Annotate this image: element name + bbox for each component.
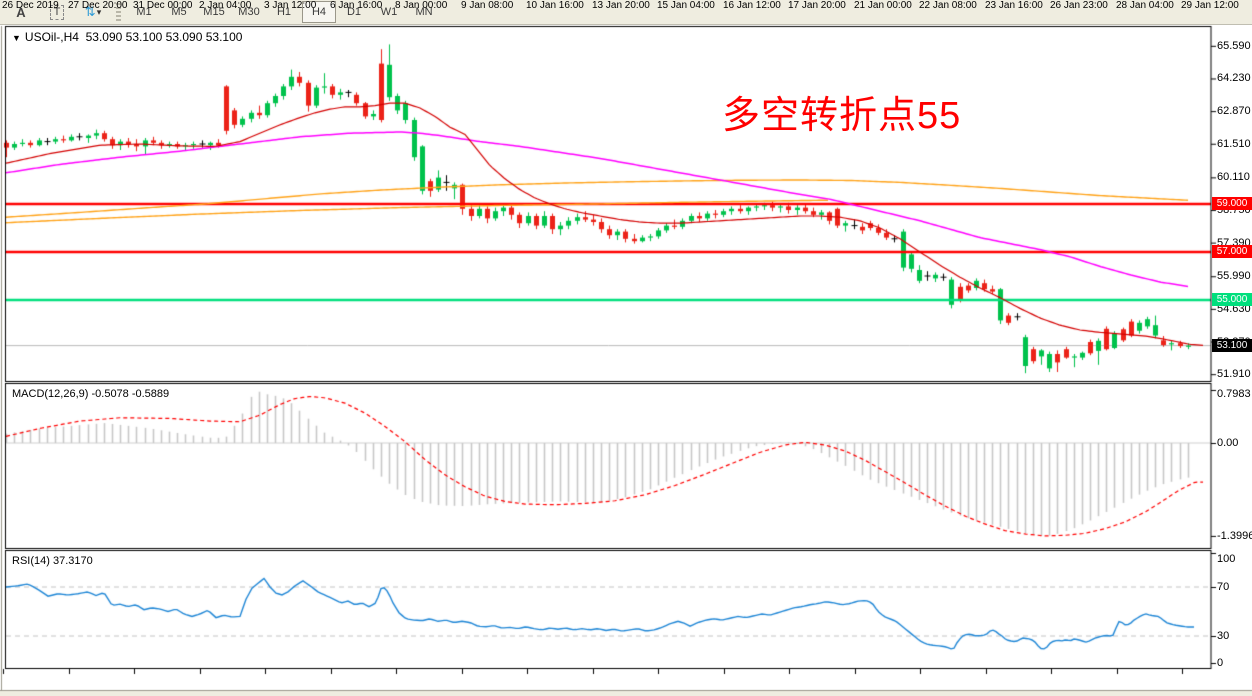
macd-values: -0.5078 -0.5889 <box>91 388 170 400</box>
rsi-axis-tick: 70 <box>1217 581 1230 593</box>
price-axis-tick: 61.510 <box>1217 137 1251 150</box>
rsi-label: RSI(14) <box>12 555 50 567</box>
time-axis-label: 10 Jan 16:00 <box>526 0 584 11</box>
time-axis-label: 29 Jan 12:00 <box>1181 0 1239 11</box>
chart-title: ▼ USOil-,H4 53.090 53.100 53.090 53.100 <box>12 30 242 44</box>
rsi-indicator-label: RSI(14) 37.3170 <box>12 555 93 567</box>
time-axis-label: 27 Dec 20:00 <box>68 0 128 11</box>
time-axis-label: 3 Jan 12:00 <box>264 0 317 11</box>
time-axis-label: 26 Jan 23:00 <box>1050 0 1108 11</box>
chart-annotation-text[interactable]: 多空转折点55 <box>722 95 962 137</box>
time-axis-label: 2 Jan 04:00 <box>199 0 252 11</box>
time-axis-label: 26 Dec 2019 <box>2 0 59 11</box>
time-axis-label: 31 Dec 00:00 <box>133 0 193 11</box>
price-axis-tick: 55.990 <box>1217 270 1251 283</box>
time-axis-label: 16 Jan 12:00 <box>723 0 781 11</box>
price-level-tag: 59.000 <box>1212 197 1252 210</box>
macd-axis-tick: -1.3996 <box>1217 529 1252 542</box>
rsi-axis-tick: 0 <box>1217 657 1224 669</box>
macd-axis-tick: 0.7983 <box>1217 388 1251 400</box>
price-axis-tick: 51.910 <box>1217 368 1251 381</box>
macd-indicator-label: MACD(12,26,9) -0.5078 -0.5889 <box>12 388 169 400</box>
price-axis-tick: 65.590 <box>1217 39 1251 52</box>
time-axis-label: 22 Jan 08:00 <box>919 0 977 11</box>
price-level-tag: 57.000 <box>1212 245 1252 258</box>
symbol-period-label: USOil-,H4 <box>24 30 79 44</box>
time-axis-label: 13 Jan 20:00 <box>592 0 650 11</box>
macd-axis-tick: 0.00 <box>1217 437 1239 449</box>
rsi-axis-tick: 100 <box>1217 553 1236 565</box>
macd-label: MACD(12,26,9) <box>12 388 89 400</box>
time-axis-label: 17 Jan 20:00 <box>788 0 846 11</box>
time-axis-label: 23 Jan 16:00 <box>985 0 1043 11</box>
time-axis-label: 28 Jan 04:00 <box>1116 0 1174 11</box>
rsi-value: 37.3170 <box>52 555 93 567</box>
price-level-tag: 55.000 <box>1212 293 1252 306</box>
time-axis-label: 21 Jan 00:00 <box>854 0 912 11</box>
price-axis-tick: 60.110 <box>1217 171 1250 184</box>
current-price-tag: 53.100 <box>1212 338 1252 352</box>
price-axis-tick: 62.870 <box>1217 105 1251 118</box>
time-axis-label: 9 Jan 08:00 <box>461 0 514 11</box>
time-axis-label: 15 Jan 04:00 <box>657 0 715 11</box>
price-axis-tick: 64.230 <box>1217 72 1251 85</box>
time-axis-label: 8 Jan 00:00 <box>395 0 448 11</box>
time-axis-label: 6 Jan 16:00 <box>330 0 383 11</box>
dropdown-triangle-icon[interactable]: ▼ <box>12 33 21 43</box>
rsi-axis-tick: 30 <box>1217 630 1230 642</box>
ohlc-values: 53.090 53.100 53.090 53.100 <box>85 30 243 44</box>
